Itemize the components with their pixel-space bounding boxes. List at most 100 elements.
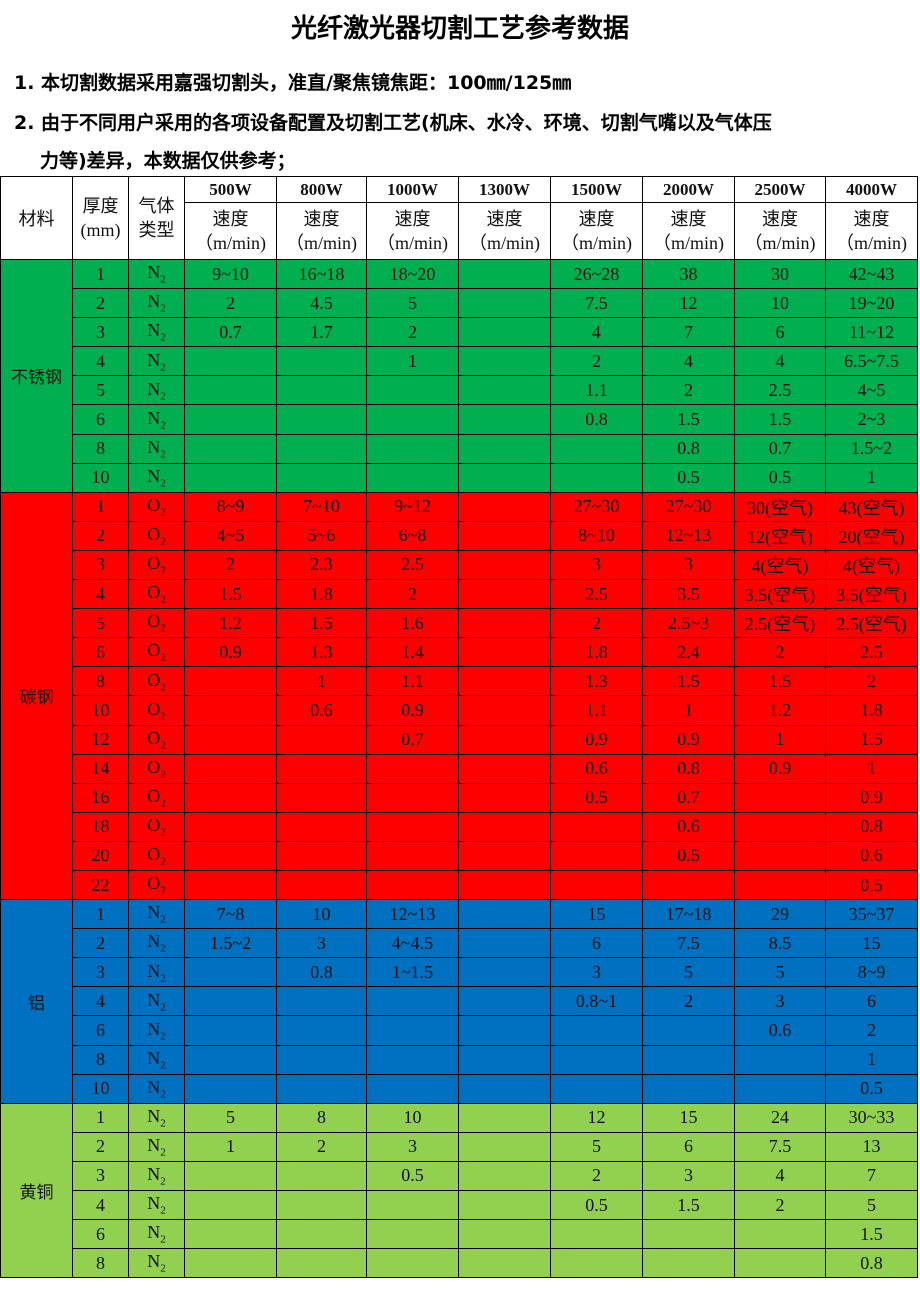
speed-cell (366, 462, 459, 493)
speed-cell: 5~6 (276, 520, 367, 551)
speed-cell (458, 869, 551, 901)
header-speed-unit: （m/min) (377, 233, 448, 253)
speed-cell (458, 724, 551, 755)
speed-cell (458, 549, 551, 581)
speed-cell: 3 (550, 549, 643, 581)
speed-cell: 1 (825, 462, 918, 493)
thickness-cell: 16 (72, 782, 129, 813)
header-gas: 气体 类型 (128, 176, 185, 260)
gas-cell: O2 (128, 782, 185, 813)
speed-cell: 1~1.5 (366, 957, 459, 988)
gas-subscript: 2 (160, 302, 166, 315)
header-material: 材料 (0, 176, 73, 260)
speed-cell: 38 (642, 258, 735, 290)
speed-cell (642, 1248, 735, 1279)
speed-cell: 3 (642, 549, 735, 581)
speed-cell: 1.5~2 (184, 928, 277, 959)
speed-cell: 5 (550, 1131, 643, 1162)
gas-subscript: 2 (160, 1204, 166, 1217)
speed-cell: 0.7 (734, 433, 826, 464)
header-power: 500W (184, 176, 277, 203)
speed-cell: 10 (276, 899, 367, 930)
gas-symbol: N (147, 1193, 161, 1214)
table-row: 14 O2 0.6 0.8 0.9 1 (0, 753, 918, 784)
gas-symbol: O (147, 873, 161, 894)
gas-symbol: O (147, 698, 161, 719)
speed-cell: 1.5 (825, 1219, 918, 1250)
table-row: 22 O2 0.5 (0, 869, 918, 901)
speed-cell: 1.6 (366, 608, 459, 639)
speed-cell: 1 (642, 695, 735, 726)
speed-cell: 0.5 (366, 1160, 459, 1192)
speed-cell (184, 840, 277, 871)
thickness-cell: 4 (72, 1189, 129, 1221)
speed-cell: 2 (825, 1015, 918, 1046)
header-row-speed: 速度 （m/min) 速度 （m/min) 速度 （m/min) 速度 （m/min) 速度 （m… (1, 202, 918, 260)
speed-cell: 4 (642, 346, 735, 377)
gas-cell: O2 (128, 549, 185, 581)
speed-cell: 4 (734, 1160, 826, 1192)
speed-cell: 2 (550, 608, 643, 639)
header-speed-label: 速度 (212, 209, 249, 229)
speed-cell: 5 (642, 957, 735, 988)
gas-symbol: N (147, 1164, 161, 1185)
speed-cell (184, 346, 277, 377)
speed-cell (550, 1248, 643, 1279)
speed-cell: 15 (825, 928, 918, 959)
speed-cell (184, 724, 277, 755)
speed-cell: 1.1 (550, 375, 643, 406)
table-row: 18 O2 0.6 0.8 (0, 811, 918, 842)
speed-cell (458, 957, 551, 988)
thickness-cell: 2 (72, 1131, 129, 1162)
speed-cell (366, 1219, 459, 1250)
speed-cell: 1.4 (366, 637, 459, 668)
speed-cell (366, 811, 459, 842)
speed-cell: 7 (642, 317, 735, 348)
speed-cell (276, 1189, 367, 1221)
speed-cell (458, 258, 551, 290)
speed-cell: 12 (642, 288, 735, 319)
speed-cell: 0.5 (734, 462, 826, 493)
gas-cell: N2 (128, 957, 185, 988)
speed-cell (458, 288, 551, 319)
gas-cell: N2 (128, 1160, 185, 1192)
header-thickness-unit: (mm) (80, 220, 121, 240)
gas-cell: N2 (128, 1248, 185, 1279)
gas-symbol: O (147, 611, 161, 632)
speed-cell: 6~8 (366, 520, 459, 551)
thickness-cell: 6 (72, 1219, 129, 1250)
gas-cell: O2 (128, 666, 185, 697)
speed-cell: 1.8 (550, 637, 643, 668)
material-cell: 不锈钢 (0, 259, 73, 493)
cutting-parameters-table: 材料 厚度 (mm) 气体 类型 500W 800W 1000W 1300W 1500W 2000W… (0, 176, 918, 1279)
note-2-cont: 力等)差异，本数据仅供参考； (40, 150, 296, 172)
speed-cell: 0.5 (825, 1073, 918, 1104)
speed-cell: 1.3 (276, 637, 367, 668)
speed-cell (366, 986, 459, 1017)
gas-subscript: 2 (160, 826, 166, 839)
speed-cell: 43(空气) (825, 491, 918, 522)
speed-cell (276, 986, 367, 1017)
speed-cell: 2.5~3 (642, 608, 735, 639)
speed-cell: 1.3 (550, 666, 643, 697)
speed-cell (184, 1219, 277, 1250)
speed-cell (734, 811, 826, 842)
speed-cell (734, 1248, 826, 1279)
header-speed: 速度 （m/min) (458, 202, 551, 260)
speed-cell: 2 (550, 346, 643, 377)
gas-cell: O2 (128, 869, 185, 901)
header-speed-unit: （m/min) (561, 233, 632, 253)
speed-cell: 0.9 (734, 753, 826, 784)
speed-cell (184, 811, 277, 842)
gas-subscript: 2 (160, 1001, 166, 1014)
gas-symbol: N (147, 436, 161, 457)
gas-symbol: O (147, 844, 161, 865)
speed-cell: 1.7 (276, 317, 367, 348)
material-cell: 黄铜 (0, 1102, 73, 1279)
speed-cell (458, 928, 551, 959)
speed-cell (366, 404, 459, 435)
gas-cell: N2 (128, 317, 185, 348)
gas-cell: N2 (128, 986, 185, 1017)
speed-cell: 0.7 (642, 782, 735, 813)
header-speed-unit: （m/min) (744, 233, 816, 253)
